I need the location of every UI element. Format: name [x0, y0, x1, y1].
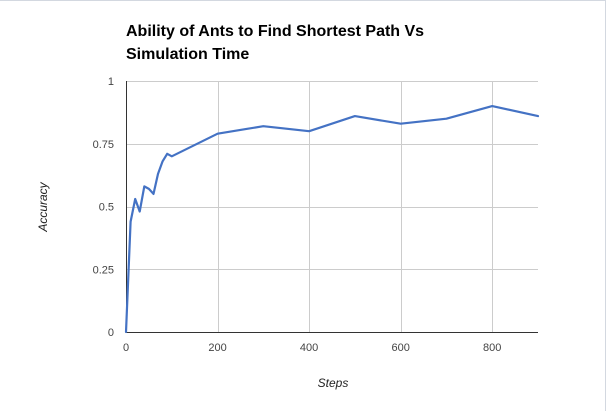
- data-point: [150, 191, 156, 197]
- gridlines: [126, 81, 538, 332]
- data-point: [123, 329, 129, 335]
- y-tick-label: 0.75: [93, 139, 114, 151]
- x-tick-label: 200: [208, 342, 226, 354]
- tick-labels: 0 0.25 0.5 0.75 1 0 200 400 600 800: [93, 76, 502, 354]
- data-point: [306, 128, 312, 134]
- y-tick-label: 0.25: [93, 264, 114, 276]
- data-point: [169, 153, 175, 159]
- x-tick-label: 400: [300, 342, 318, 354]
- y-axis-title: Accuracy: [36, 181, 50, 232]
- data-point: [160, 158, 166, 164]
- axes: [126, 81, 538, 333]
- y-tick-label: 1: [108, 76, 114, 88]
- data-point: [443, 116, 449, 122]
- data-point: [146, 186, 152, 192]
- data-point: [260, 123, 266, 129]
- chart-title: Ability of Ants to Find Shortest Path Vs…: [126, 23, 424, 63]
- data-point: [128, 219, 134, 225]
- data-point: [352, 113, 358, 119]
- data-point: [132, 196, 138, 202]
- series-line-0: [124, 104, 540, 334]
- y-tick-label: 0.5: [99, 202, 114, 214]
- x-axis-title: Steps: [318, 376, 349, 390]
- data-point: [155, 171, 161, 177]
- chart-title-line-2: Simulation Time: [126, 46, 249, 63]
- data-point: [489, 103, 495, 109]
- x-tick-label: 600: [391, 342, 409, 354]
- data-point: [398, 121, 404, 127]
- y-tick-label: 0: [108, 327, 114, 339]
- data-point: [137, 209, 143, 215]
- data-point: [535, 113, 541, 119]
- x-tick-label: 0: [123, 342, 129, 354]
- x-tick-label: 800: [483, 342, 501, 354]
- chart-title-line-1: Ability of Ants to Find Shortest Path Vs: [126, 23, 424, 40]
- series-layer: [123, 103, 541, 335]
- data-point: [215, 131, 221, 137]
